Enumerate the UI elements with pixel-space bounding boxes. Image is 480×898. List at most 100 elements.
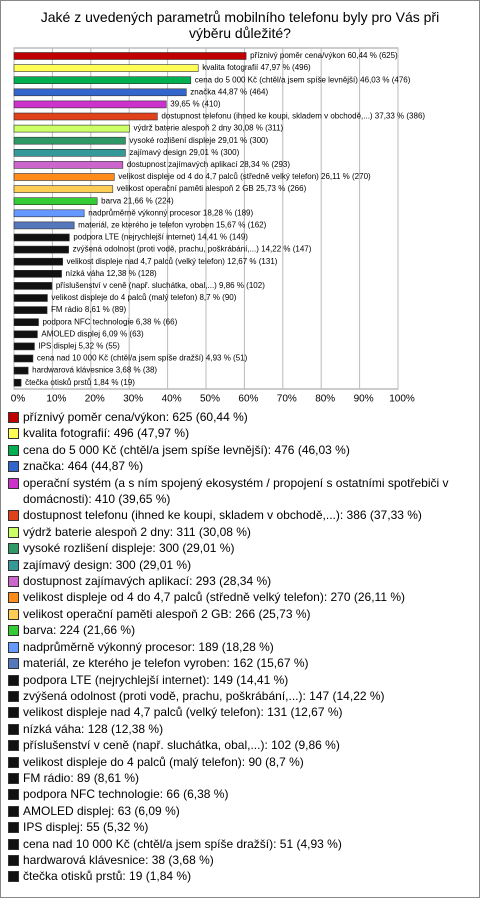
legend-swatch	[8, 658, 19, 670]
legend-item: cena nad 10 000 Kč (chtěl/a jsem spíše d…	[6, 836, 474, 852]
data-label: kvalita fotografií 47,97 % (496)	[202, 63, 311, 72]
data-label: velikost displeje do 4 palců (malý telef…	[51, 293, 236, 302]
legend-item: cena do 5 000 Kč (chtěl/a jsem spíše lev…	[6, 442, 474, 458]
legend-item: nadprůměrně výkonný procesor: 189 (18,28…	[6, 639, 474, 655]
data-label: podpora NFC technologie 6,38 % (66)	[42, 317, 177, 326]
data-label: dostupnost zajímavých aplikací 28,34 % (…	[127, 160, 291, 169]
legend-swatch	[8, 641, 19, 653]
legend-swatch	[8, 756, 19, 768]
legend-label: kvalita fotografií: 496 (47,97 %)	[23, 426, 190, 441]
bar	[13, 366, 29, 375]
legend-label: příslušenství v ceně (např. sluchátka, o…	[23, 738, 340, 753]
data-label: nadprůměrně výkonný procesor 18,28 % (18…	[88, 208, 253, 217]
bar	[13, 294, 48, 302]
legend-item: velikost displeje nad 4,7 palců (velký t…	[6, 704, 474, 720]
bar	[13, 185, 114, 193]
legend-item: zajímavý design: 300 (29,01 %)	[6, 557, 474, 573]
legend: příznivý poměr cena/výkon: 625 (60,44 %)…	[6, 409, 474, 885]
legend-swatch	[8, 772, 19, 784]
bar	[13, 173, 115, 181]
legend-item: velikost displeje od 4 do 4,7 palců (stř…	[6, 589, 474, 605]
data-label: nízká váha 12,38 % (128)	[66, 269, 158, 278]
bar	[13, 100, 167, 109]
legend-swatch	[8, 723, 19, 735]
chart-title: Jaké z uvedených parametrů mobilního tel…	[40, 9, 440, 41]
legend-item: hardwarová klávesnice: 38 (3,68 %)	[6, 852, 474, 868]
legend-swatch	[8, 543, 19, 555]
legend-label: vysoké rozlišení displeje: 300 (29,01 %)	[23, 541, 235, 556]
bar	[13, 64, 199, 72]
chart: 0% 10% 20% 30% 40% 50% 60% 70% 80% 90% 100% přízniv…	[11, 47, 425, 405]
data-label: hardwarová klávesnice 3,68 % (38)	[32, 366, 157, 375]
data-label: materiál, ze kterého je telefon vyroben …	[78, 221, 266, 230]
legend-item: FM rádio: 89 (8,61 %)	[6, 770, 474, 786]
legend-label: čtečka otisků prstů: 19 (1,84 %)	[23, 869, 192, 884]
x-tick-label: 60%	[238, 394, 258, 405]
data-label: zajímavý design 29,01 % (300)	[129, 148, 239, 157]
legend-item: velikost operační paměti alespoň 2 GB: 2…	[6, 606, 474, 622]
legend-label: operační systém (a s ním spojený ekosyst…	[23, 475, 449, 507]
bar	[13, 136, 126, 145]
data-label: IPS displej 5,32 % (55)	[38, 342, 120, 351]
bar	[13, 88, 187, 97]
bar	[13, 342, 35, 351]
data-label: velikost displeje nad 4,7 palců (velký t…	[67, 257, 278, 266]
bar	[13, 52, 247, 60]
data-label: příslušenství v ceně (např. sluchátka, o…	[56, 281, 265, 290]
legend-swatch	[8, 608, 19, 620]
x-tick-label: 20%	[85, 394, 105, 405]
data-label: velikost displeje od 4 do 4,7 palců (stř…	[118, 172, 371, 181]
legend-label: příznivý poměr cena/výkon: 625 (60,44 %)	[23, 410, 248, 424]
x-tick-label: 30%	[123, 394, 143, 405]
legend-swatch	[8, 592, 19, 604]
bar	[13, 149, 126, 157]
legend-swatch	[8, 428, 19, 440]
legend-label: velikost displeje od 4 do 4,7 palců (stř…	[23, 590, 405, 605]
legend-swatch	[8, 625, 19, 637]
legend-label: nízká váha: 128 (12,38 %)	[23, 721, 164, 736]
legend-swatch	[8, 805, 19, 817]
legend-label: AMOLED displej: 63 (6,09 %)	[23, 803, 180, 818]
legend-label: podpora LTE (nejrychlejší internet): 149…	[23, 672, 289, 687]
bar	[13, 318, 39, 327]
legend-swatch	[8, 707, 19, 719]
legend-label: nadprůměrně výkonný procesor: 189 (18,28…	[23, 639, 274, 654]
legend-swatch	[8, 559, 19, 571]
legend-label: výdrž baterie alespoň 2 dny: 311 (30,08 …	[23, 524, 251, 539]
legend-label: IPS displej: 55 (5,32 %)	[23, 820, 149, 835]
legend-item: operační systém (a s ním spojený ekosyst…	[6, 475, 474, 508]
legend-item: příznivý poměr cena/výkon: 625 (60,44 %)	[6, 409, 474, 425]
legend-label: velikost displeje do 4 palců (malý telef…	[23, 754, 304, 769]
legend-label: velikost operační paměti alespoň 2 GB: 2…	[23, 606, 311, 621]
legend-label: barva: 224 (21,66 %)	[23, 623, 136, 638]
data-label: výdrž baterie alespoň 2 dny 30,08 % (311…	[134, 124, 284, 133]
legend-item: příslušenství v ceně (např. sluchátka, o…	[6, 737, 474, 753]
data-label: 39,65 % (410)	[170, 100, 221, 109]
bar	[13, 124, 130, 133]
data-label: příznivý poměr cena/výkon 60,44 % (625)	[250, 51, 398, 60]
legend-swatch	[8, 674, 19, 686]
data-label: barva 21,66 % (224)	[101, 196, 174, 205]
bar	[13, 233, 70, 242]
data-label: velikost operační paměti alespoň 2 GB 25…	[117, 184, 307, 193]
data-label: AMOLED displej 6,09 % (63)	[41, 329, 144, 338]
bar	[13, 197, 98, 205]
legend-swatch	[8, 854, 19, 866]
data-label: podpora LTE (nejrychlejší internet) 14,4…	[73, 233, 248, 242]
legend-item: IPS displej: 55 (5,32 %)	[6, 819, 474, 835]
legend-label: cena nad 10 000 Kč (chtěl/a jsem spíše d…	[23, 836, 342, 851]
legend-item: podpora NFC technologie: 66 (6,38 %)	[6, 786, 474, 802]
legend-label: dostupnost zajímavých aplikací: 293 (28,…	[23, 574, 272, 589]
legend-label: zajímavý design: 300 (29,01 %)	[23, 557, 192, 572]
legend-label: materiál, ze kterého je telefon vyroben:…	[23, 656, 309, 671]
legend-swatch	[8, 838, 19, 850]
bar	[13, 221, 75, 230]
legend-swatch	[8, 412, 19, 423]
legend-swatch	[8, 477, 19, 489]
data-label: vysoké rozlišení displeje 29,01 % (300)	[129, 136, 268, 145]
bar	[13, 354, 34, 363]
data-label: cena do 5 000 Kč (chtěl/a jsem spíše lev…	[195, 75, 411, 84]
data-label: značka 44,87 % (464)	[190, 87, 268, 96]
bar	[13, 378, 22, 387]
